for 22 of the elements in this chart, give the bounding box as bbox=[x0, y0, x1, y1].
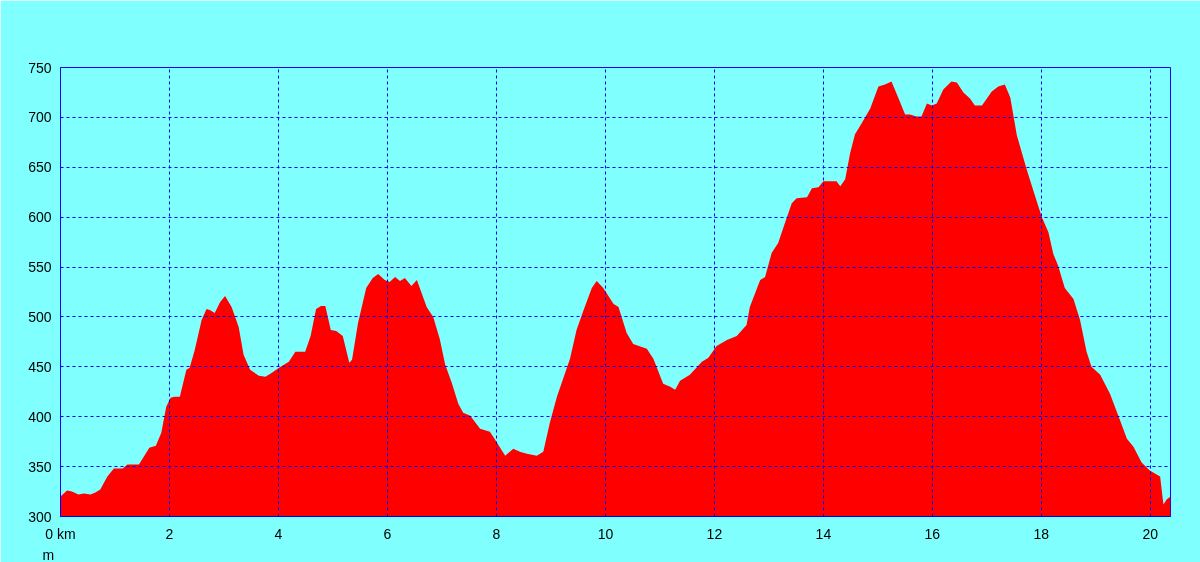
x-tick-label: 2 bbox=[165, 525, 174, 542]
y-axis-title: m bbox=[42, 546, 55, 562]
x-tick-label: 10 bbox=[597, 525, 614, 542]
y-tick-label: 350 bbox=[28, 458, 52, 475]
y-tick-label: 300 bbox=[28, 508, 52, 525]
y-tick-label: 600 bbox=[28, 209, 52, 226]
x-tick-label: 6 bbox=[383, 525, 392, 542]
x-tick-label: 18 bbox=[1033, 525, 1050, 542]
y-tick-label: 650 bbox=[28, 159, 52, 176]
x-tick-label: 14 bbox=[815, 525, 832, 542]
y-tick-label: 700 bbox=[28, 109, 52, 126]
x-tick-label: 12 bbox=[706, 525, 723, 542]
y-tick-label: 500 bbox=[28, 308, 52, 325]
x-tick-label: 20 bbox=[1142, 525, 1159, 542]
y-tick-label: 550 bbox=[28, 259, 52, 276]
x-tick-label: 0 km bbox=[45, 525, 76, 542]
x-tick-label: 8 bbox=[492, 525, 501, 542]
x-tick-label: 4 bbox=[274, 525, 283, 542]
y-tick-label: 400 bbox=[28, 408, 52, 425]
y-tick-label: 750 bbox=[28, 59, 52, 76]
x-tick-label: 16 bbox=[924, 525, 941, 542]
y-tick-label: 450 bbox=[28, 358, 52, 375]
